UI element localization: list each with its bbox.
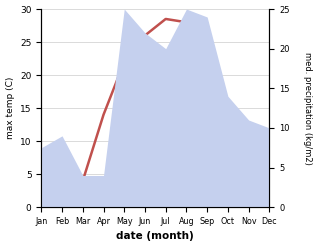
Y-axis label: max temp (C): max temp (C): [5, 77, 15, 139]
Y-axis label: med. precipitation (kg/m2): med. precipitation (kg/m2): [303, 52, 313, 165]
X-axis label: date (month): date (month): [116, 231, 194, 242]
